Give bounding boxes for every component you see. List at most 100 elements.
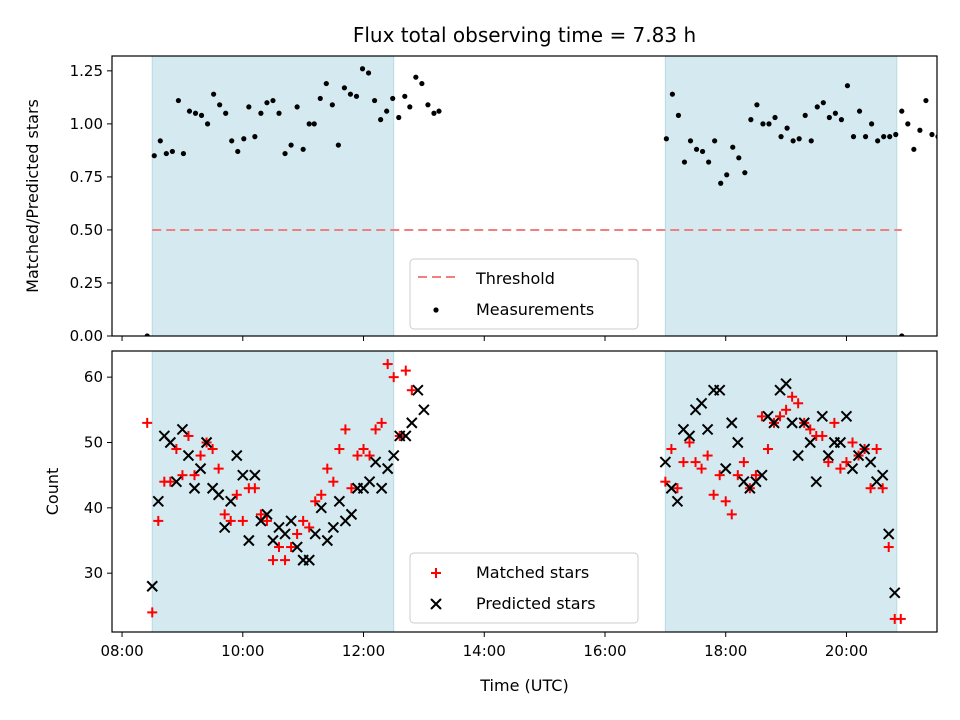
data-point-measurements [402, 93, 408, 99]
data-point-matched-stars [142, 417, 153, 428]
data-point-predicted-stars [164, 436, 177, 449]
data-point-measurements [772, 114, 778, 121]
data-point-matched-stars [708, 489, 719, 500]
data-point-matched-stars [183, 430, 194, 441]
data-point-measurements [204, 121, 211, 127]
data-point-matched-stars [817, 430, 828, 441]
data-point-predicted-stars [369, 456, 382, 468]
y-tick-label: 0.50 [70, 221, 103, 239]
data-point-predicted-stars [400, 430, 412, 442]
data-point-matched-stars [376, 417, 387, 428]
legend-box [409, 552, 639, 624]
data-point-measurements [335, 142, 341, 148]
data-point-matched-stars [406, 385, 417, 396]
data-point-predicted-stars [756, 469, 768, 481]
data-point-predicted-stars [381, 462, 394, 475]
data-point-measurements [796, 136, 802, 142]
data-point-measurements [808, 138, 814, 144]
data-point-predicted-stars [665, 482, 678, 494]
data-point-predicted-stars [810, 475, 822, 488]
data-point-matched-stars [883, 542, 894, 553]
data-point-measurements [742, 170, 748, 176]
chart-title: Flux total observing time = 7.83 h [353, 23, 696, 47]
x-tick-label: 12:00 [342, 642, 385, 660]
data-point-predicted-stars [786, 417, 798, 429]
data-point-matched-stars [177, 470, 188, 481]
data-point-matched-stars [781, 404, 792, 415]
data-point-predicted-stars [889, 587, 901, 599]
data-point-measurements [832, 110, 838, 116]
data-point-measurements [814, 104, 820, 110]
data-point-predicted-stars [152, 495, 164, 508]
data-point-predicted-stars [249, 469, 261, 481]
data-point-predicted-stars [840, 410, 853, 423]
data-point-measurements [186, 108, 193, 114]
data-point-measurements [365, 70, 372, 76]
data-point-predicted-stars [406, 417, 418, 429]
data-point-matched-stars [310, 496, 321, 507]
data-point-matched-stars [249, 483, 260, 494]
data-point-matched-stars [370, 424, 381, 435]
data-point-matched-stars [388, 372, 399, 383]
data-point-measurements [766, 121, 772, 127]
data-point-matched-stars [877, 483, 888, 494]
y-tick-label: 50 [84, 433, 103, 451]
data-point-measurements [353, 93, 360, 99]
data-point-measurements [347, 91, 354, 97]
plot-area-2 [142, 359, 906, 624]
data-point-predicted-stars [858, 443, 871, 455]
data-point-measurements [235, 148, 241, 155]
data-point-matched-stars [823, 457, 834, 468]
data-point-matched-stars [666, 444, 677, 455]
data-point-predicted-stars [345, 508, 358, 521]
data-point-predicted-stars [170, 475, 183, 488]
data-point-measurements [198, 112, 205, 118]
data-point-measurements [911, 146, 917, 152]
data-point-predicted-stars [182, 449, 195, 462]
data-point-matched-stars [660, 476, 671, 487]
data-point-measurements [838, 117, 845, 123]
data-point-predicted-stars [333, 495, 346, 508]
data-point-matched-stars [684, 437, 695, 448]
data-point-measurements [887, 134, 893, 140]
data-point-matched-stars [835, 463, 846, 474]
data-point-predicted-stars [659, 456, 672, 468]
data-point-predicted-stars [713, 384, 726, 396]
legend-2: Matched stars Predicted stars [409, 552, 639, 624]
data-point-matched-stars [732, 470, 743, 481]
data-point-measurements [151, 153, 157, 159]
x-tick-label: 18:00 [704, 642, 747, 660]
data-point-matched-stars [738, 457, 749, 468]
data-point-measurements [169, 148, 175, 155]
data-point-measurements [264, 100, 270, 106]
x-axis-label: Time (UTC) [479, 676, 568, 695]
data-point-matched-stars [750, 470, 761, 481]
data-point-measurements [905, 121, 911, 127]
data-point-predicted-stars [225, 495, 237, 508]
data-point-measurements [869, 121, 875, 127]
data-point-matched-stars [382, 359, 393, 370]
data-point-matched-stars [346, 483, 357, 494]
data-point-matched-stars [720, 496, 731, 507]
data-point-predicted-stars [315, 502, 327, 514]
data-point-measurements [270, 97, 276, 104]
data-point-measurements [192, 110, 199, 116]
data-point-measurements [300, 146, 306, 152]
data-point-predicted-stars [883, 528, 895, 540]
data-point-matched-stars [364, 450, 375, 461]
data-point-predicted-stars [243, 534, 255, 547]
data-point-measurements [436, 108, 442, 114]
data-point-measurements [211, 91, 217, 97]
data-point-predicted-stars [200, 436, 213, 449]
data-point-predicted-stars [768, 417, 780, 429]
data-point-matched-stars [358, 444, 369, 455]
data-point-measurements [730, 144, 736, 150]
data-point-measurements [163, 150, 169, 157]
data-point-measurements [323, 80, 329, 87]
data-point-matched-stars [775, 411, 786, 422]
data-point-measurements [929, 131, 935, 138]
data-point-measurements [760, 121, 766, 127]
data-point-measurements [311, 121, 317, 127]
data-point-matched-stars [298, 515, 309, 526]
